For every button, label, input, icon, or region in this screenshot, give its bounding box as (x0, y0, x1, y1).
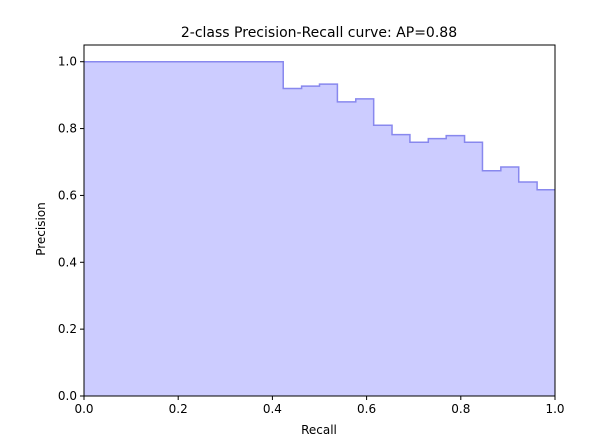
y-tick-label: 0.6 (58, 188, 77, 202)
x-tick-label: 0.0 (74, 402, 93, 416)
y-tick-label: 0.2 (58, 322, 77, 336)
x-axis-title: Recall (301, 423, 337, 437)
pr-area-fill (84, 61, 555, 397)
pr-step-line (84, 60, 555, 191)
y-axis-title: Precision (34, 202, 48, 256)
y-tick-label: 0.8 (58, 122, 77, 136)
chart-title: 2-class Precision-Recall curve: AP=0.88 (181, 25, 457, 41)
plot-area: 0.0 0.2 0.4 0.6 0.8 1.0 0.0 0.2 0.4 0.6 0.8 1.0 (58, 44, 565, 416)
y-tick-label: 0.0 (58, 389, 77, 403)
y-tick-label: 1.0 (58, 55, 77, 69)
x-tick-label: 0.2 (169, 402, 188, 416)
y-tick-label: 0.4 (58, 255, 77, 269)
x-tick-label: 0.4 (263, 402, 282, 416)
x-tick-label: 0.8 (451, 402, 470, 416)
x-tick-label: 1.0 (545, 402, 564, 416)
plot-frame (83, 44, 556, 397)
x-tick-label: 0.6 (357, 402, 376, 416)
